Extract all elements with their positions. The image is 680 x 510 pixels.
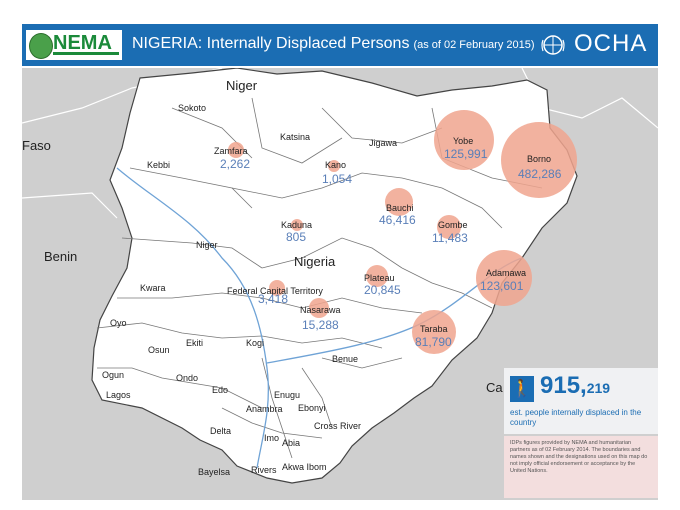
header-bar: NEMA NIGERIA: Internally Displaced Perso… [22, 24, 658, 66]
idp-state-label: Gombe [438, 220, 468, 230]
nema-emblem-icon [29, 33, 53, 59]
idp-value-label: 15,288 [302, 318, 339, 332]
bubble-zamfara [228, 142, 244, 158]
idp-value-label: 123,601 [480, 279, 524, 293]
state-label: Imo [264, 433, 279, 443]
idp-labels: Zamfara 2,262 Kano 1,054 Kaduna 805 Yobe… [214, 136, 562, 349]
total-description: est. people internally displaced in the … [510, 408, 642, 427]
state-labels: Sokoto Katsina Jigawa Kebbi Niger Kwara … [102, 103, 397, 477]
neighbor-label: Faso [22, 138, 51, 153]
state-label: Katsina [280, 132, 310, 142]
total-panel: 🚶 915,219 est. people internally displac… [504, 368, 658, 498]
total-number-tail: 219 [586, 380, 611, 396]
idp-state-label: Plateau [364, 273, 395, 283]
bubble-kaduna [291, 219, 303, 231]
state-label: Kogi [246, 338, 264, 348]
state-label: Oyo [110, 318, 127, 328]
idp-state-label: Borno [527, 154, 551, 164]
state-label: Jigawa [369, 138, 397, 148]
title-date: (as of 02 February 2015) [413, 39, 535, 51]
nema-logo-text: NEMA [53, 32, 112, 54]
nema-logo: NEMA [26, 30, 122, 60]
idp-state-label: Kano [325, 160, 346, 170]
state-label: Kwara [140, 283, 166, 293]
bubble-yobe [434, 110, 494, 170]
title-text: NIGERIA: Internally Displaced Persons [132, 35, 410, 52]
map-title: NIGERIA: Internally Displaced Persons (as… [132, 35, 535, 53]
neighbor-label: Ca [486, 380, 503, 395]
ocha-wordmark: OCHA [574, 30, 648, 57]
state-label: Anambra [246, 404, 283, 414]
bubble-taraba [412, 310, 456, 354]
bubble-fct [269, 280, 285, 296]
state-label: Benue [332, 354, 358, 364]
state-label: Lagos [106, 390, 131, 400]
state-label: Abia [282, 438, 300, 448]
idp-value-label: 1,054 [322, 172, 352, 186]
idp-value-label: 11,483 [432, 231, 468, 245]
bubble-borno [501, 122, 577, 198]
state-label: Edo [212, 385, 228, 395]
nigeria-map: Niger Faso Benin Ca Sokoto Katsina Jigaw… [22, 68, 658, 500]
idp-value-label: 46,416 [379, 213, 416, 227]
idp-state-label: Yobe [453, 136, 473, 146]
bubble-plateau [366, 265, 388, 287]
neighbor-label: Benin [44, 249, 77, 264]
river-niger [116, 167, 270, 469]
state-label: Ondo [176, 373, 198, 383]
idp-value-label: 482,286 [518, 167, 562, 181]
state-label: Akwa Ibom [282, 462, 327, 472]
map-area: Niger Faso Benin Ca Sokoto Katsina Jigaw… [22, 68, 658, 500]
total-number-main: 915, [540, 372, 587, 399]
bubble-adamawa [476, 250, 532, 306]
state-label: Kebbi [147, 160, 170, 170]
state-label: Sokoto [178, 103, 206, 113]
idp-value-label: 125,991 [444, 147, 488, 161]
displaced-person-icon: 🚶 [510, 376, 534, 402]
total-idp-number: 915,219 [540, 372, 610, 400]
state-label: Enugu [274, 390, 300, 400]
disclaimer-text: IDPs figures provided by NEMA and humani… [510, 440, 648, 474]
state-label: Ogun [102, 370, 124, 380]
idp-value-label: 81,790 [415, 335, 452, 349]
idp-value-label: 2,262 [220, 157, 250, 171]
state-label: Rivers [251, 465, 277, 475]
state-label: Osun [148, 345, 170, 355]
logo-underline [53, 52, 119, 55]
idp-state-label: Bauchi [386, 203, 414, 213]
un-emblem-icon [541, 35, 565, 55]
state-borders [96, 97, 543, 459]
idp-bubbles [228, 110, 577, 354]
state-label: Bayelsa [198, 467, 230, 477]
nigeria-land [91, 68, 578, 484]
bubble-nasarawa [309, 298, 329, 318]
idp-state-label: Adamawa [486, 268, 526, 278]
neighbor-label: Niger [226, 78, 258, 93]
total-summary: 🚶 915,219 est. people internally displac… [504, 368, 658, 434]
idp-state-label: Taraba [420, 324, 448, 334]
idp-value-label: 20,845 [364, 283, 401, 297]
state-label: Niger [196, 240, 218, 250]
idp-value-label: 805 [286, 230, 306, 244]
border-line [22, 192, 118, 219]
idp-state-label: Federal Capital Territory [227, 286, 323, 296]
bubble-gombe [437, 215, 461, 239]
idp-state-label: Nasarawa [300, 305, 341, 315]
idp-value-label: 3,418 [258, 292, 288, 306]
disclaimer-panel: IDPs figures provided by NEMA and humani… [504, 436, 658, 498]
bubble-kano [328, 160, 340, 172]
idp-state-label: Kaduna [281, 220, 312, 230]
state-label: Ekiti [186, 338, 203, 348]
idp-state-label: Zamfara [214, 146, 248, 156]
state-label: Cross River [314, 421, 361, 431]
state-label: Delta [210, 426, 231, 436]
country-label: Nigeria [294, 254, 336, 269]
bubble-bauchi [385, 188, 413, 216]
state-label: Ebonyi [298, 403, 326, 413]
